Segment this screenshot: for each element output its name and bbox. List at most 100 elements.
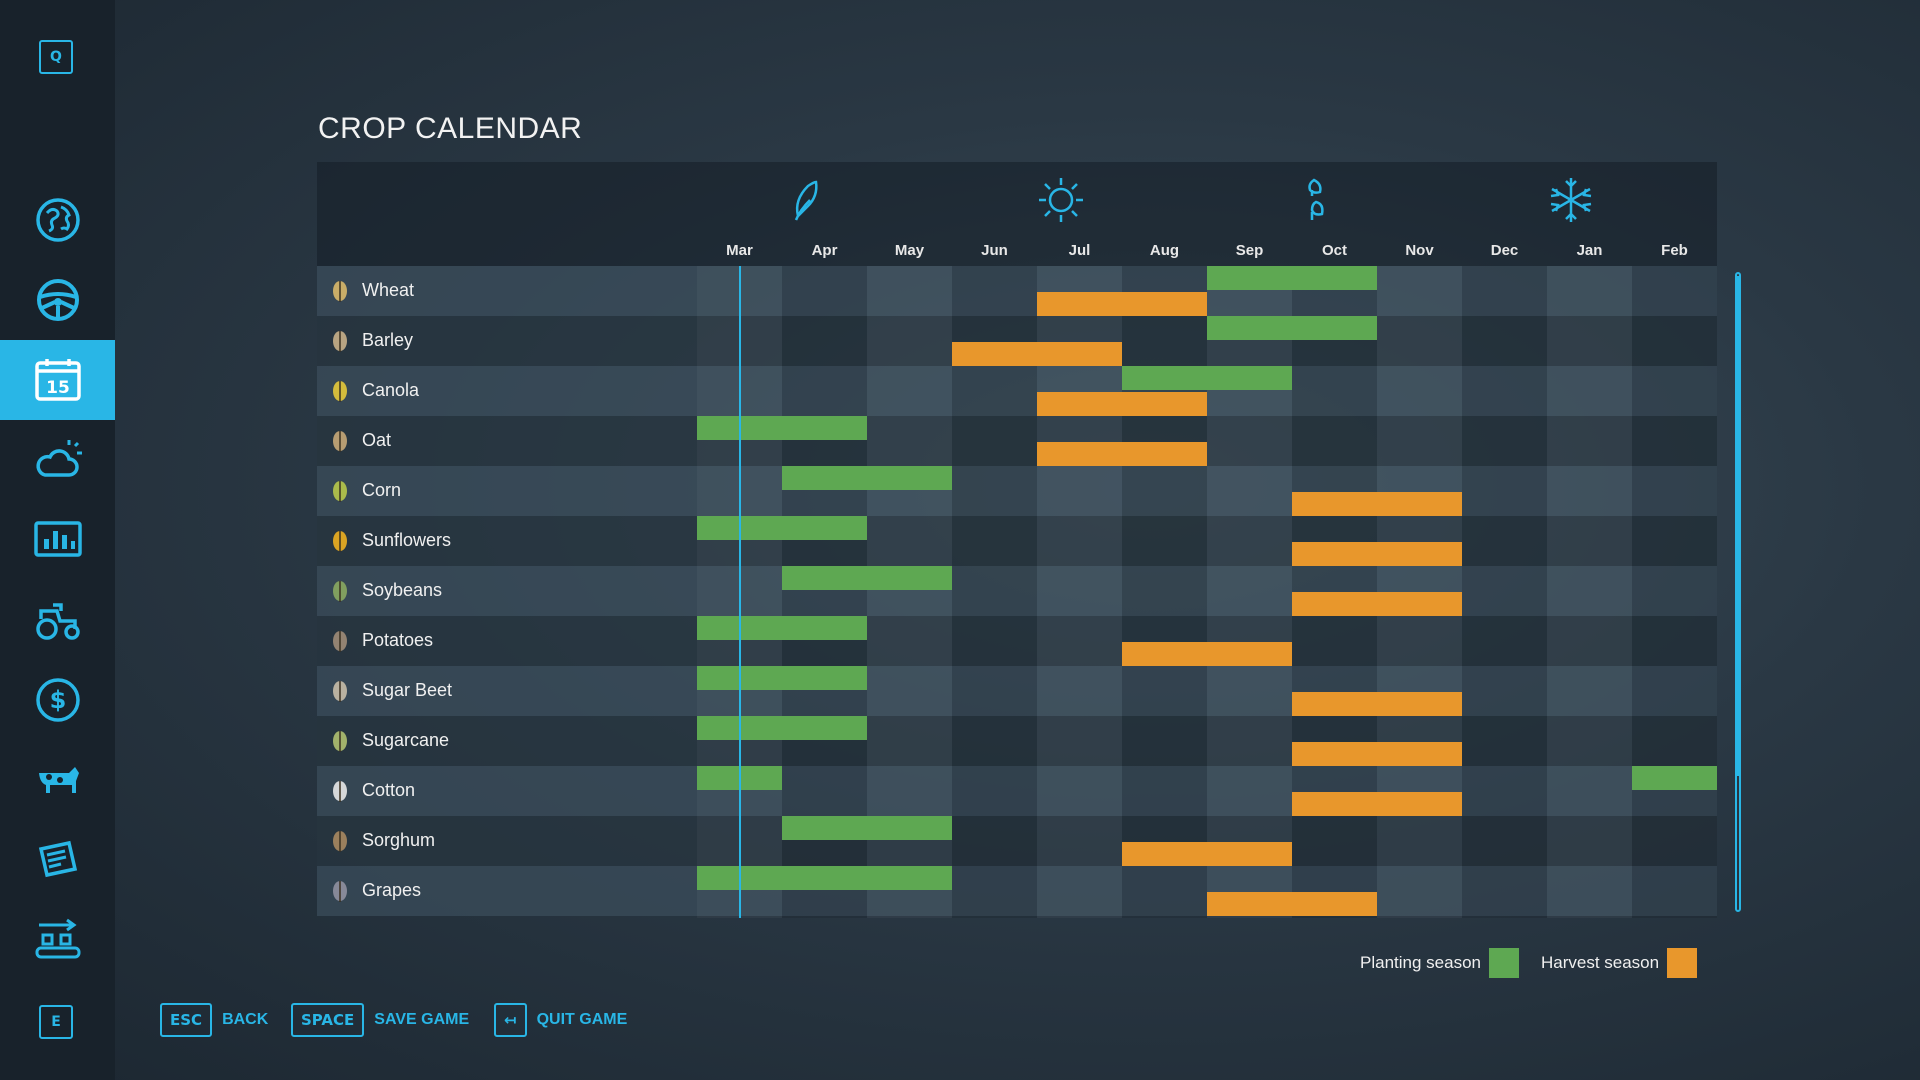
nav-item-statistics[interactable] — [0, 500, 115, 580]
sidebar: Q 15 — [0, 0, 115, 1080]
planting-bar-grapes — [697, 866, 952, 890]
barley-icon — [333, 331, 347, 352]
calendar-grid: Wheat Barley Canola Oat Corn Sunflowers Soybea… — [317, 266, 1717, 918]
canola-icon — [333, 381, 347, 402]
next-page-key-hint[interactable]: E — [39, 1005, 73, 1039]
nav-item-map[interactable] — [0, 180, 115, 260]
crop-row-grapes[interactable]: Grapes — [317, 866, 1717, 916]
nav-item-contracts[interactable] — [0, 820, 115, 900]
quit-game-label: QUIT GAME — [536, 1011, 628, 1028]
crop-name: Grapes — [362, 880, 422, 900]
legend-planting-label: Planting season — [1360, 953, 1481, 972]
sugarcane-icon — [333, 731, 347, 752]
harvest-bar-barley — [952, 342, 1122, 366]
page-title: CROP CALENDAR — [318, 112, 583, 145]
crop-name: Canola — [362, 380, 420, 400]
crop-row-sunflowers[interactable]: Sunflowers — [317, 516, 1717, 566]
nav-item-calendar[interactable]: 15 — [0, 340, 115, 420]
month-label-jul: Jul — [1068, 242, 1091, 259]
crop-name: Potatoes — [362, 630, 434, 650]
production-icon — [35, 918, 80, 959]
legend-planting-swatch — [1488, 948, 1519, 978]
nav-item-animals[interactable] — [0, 740, 115, 820]
crop-row-cotton[interactable]: Cotton — [317, 766, 1717, 816]
summer-sun-icon — [1039, 178, 1083, 222]
autumn-leaves-icon — [1308, 178, 1324, 220]
crop-row-sugarcane[interactable]: Sugarcane — [317, 716, 1717, 766]
nav-item-finances[interactable]: $ — [0, 660, 115, 740]
crop-name: Sorghum — [362, 830, 436, 850]
planting-bar-potatoes — [697, 616, 867, 640]
prev-page-key-hint[interactable]: Q — [39, 40, 73, 74]
planting-bar-barley — [1207, 316, 1377, 340]
month-label-aug: Aug — [1149, 242, 1180, 259]
nav-item-vehicles[interactable] — [0, 260, 115, 340]
month-label-jan: Jan — [1576, 242, 1603, 259]
planting-bar-sugarcane — [697, 716, 867, 740]
harvest-bar-soybeans — [1292, 592, 1462, 616]
quit-game-button[interactable]: ↤ QUIT GAME — [494, 1003, 627, 1037]
harvest-bar-corn — [1292, 492, 1462, 516]
crop-row-potatoes[interactable]: Potatoes — [317, 616, 1717, 666]
nav-item-weather[interactable] — [0, 420, 115, 500]
crop-name: Soybeans — [362, 580, 443, 600]
calendar-scrollbar[interactable] — [1735, 272, 1741, 912]
nav-item-production[interactable] — [0, 900, 115, 980]
oat-icon — [333, 431, 347, 452]
month-label-mar: Mar — [726, 242, 753, 259]
planting-bar-oat — [697, 416, 867, 440]
harvest-bar-sugar-beet — [1292, 692, 1462, 716]
crop-name: Corn — [362, 480, 402, 500]
month-label-oct: Oct — [1321, 242, 1347, 259]
calendar-header: Mar Apr May Jun Jul Aug Sep Oct Nov Dec Jan Feb — [317, 162, 1717, 266]
crop-row-oat[interactable]: Oat — [317, 416, 1717, 466]
globe-map-icon — [35, 198, 80, 242]
back-key-hint: ESC — [160, 1003, 213, 1037]
crop-name: Oat — [362, 430, 392, 450]
planting-bar-sugar-beet — [697, 666, 867, 690]
spring-leaf-icon — [794, 180, 818, 221]
month-label-apr: Apr — [811, 242, 838, 259]
winter-snowflake-icon — [1550, 178, 1592, 222]
wheat-icon — [333, 281, 347, 302]
planting-bar-sunflowers — [697, 516, 867, 540]
grapes-icon — [333, 881, 347, 902]
crop-name: Cotton — [362, 780, 416, 800]
crop-row-wheat[interactable]: Wheat — [317, 266, 1717, 316]
corn-icon — [333, 481, 347, 502]
crop-row-soybeans[interactable]: Soybeans — [317, 566, 1717, 616]
crop-row-sugar-beet[interactable]: Sugar Beet — [317, 666, 1717, 716]
month-label-dec: Dec — [1490, 242, 1519, 259]
crop-row-sorghum[interactable]: Sorghum — [317, 816, 1717, 866]
cow-icon — [38, 767, 79, 793]
sorghum-icon — [333, 831, 347, 852]
crop-row-canola[interactable]: Canola — [317, 366, 1717, 416]
harvest-bar-potatoes — [1122, 642, 1292, 666]
crop-name: Wheat — [362, 280, 415, 300]
scrollbar-thumb[interactable] — [1737, 276, 1739, 776]
planting-bar-wheat — [1207, 266, 1377, 290]
harvest-bar-cotton — [1292, 792, 1462, 816]
legend: Planting season Harvest season — [1360, 948, 1698, 978]
crop-name: Barley — [362, 330, 414, 350]
back-label: BACK — [222, 1011, 269, 1028]
planting-bar-corn — [782, 466, 952, 490]
month-label-feb: Feb — [1661, 242, 1688, 259]
sugar-beet-icon — [333, 681, 347, 702]
month-label-nov: Nov — [1405, 242, 1434, 259]
back-button[interactable]: ESC BACK — [160, 1003, 268, 1037]
soybean-icon — [333, 581, 347, 602]
harvest-bar-wheat — [1037, 292, 1207, 316]
nav-item-vehicles-shop[interactable] — [0, 580, 115, 660]
planting-bar-soybeans — [782, 566, 952, 590]
save-game-button[interactable]: SPACE SAVE GAME — [291, 1003, 469, 1037]
legend-harvest-label: Harvest season — [1540, 953, 1660, 972]
quit-game-key-hint: ↤ — [494, 1003, 527, 1037]
dollar-icon: $ — [35, 678, 80, 722]
contracts-icon — [38, 840, 77, 878]
harvest-bar-oat — [1037, 442, 1207, 466]
sunflower-icon — [333, 531, 347, 552]
calendar-icon: 15 — [34, 359, 81, 401]
planting-bar-sorghum — [782, 816, 952, 840]
crop-row-corn[interactable]: Corn — [317, 466, 1717, 516]
